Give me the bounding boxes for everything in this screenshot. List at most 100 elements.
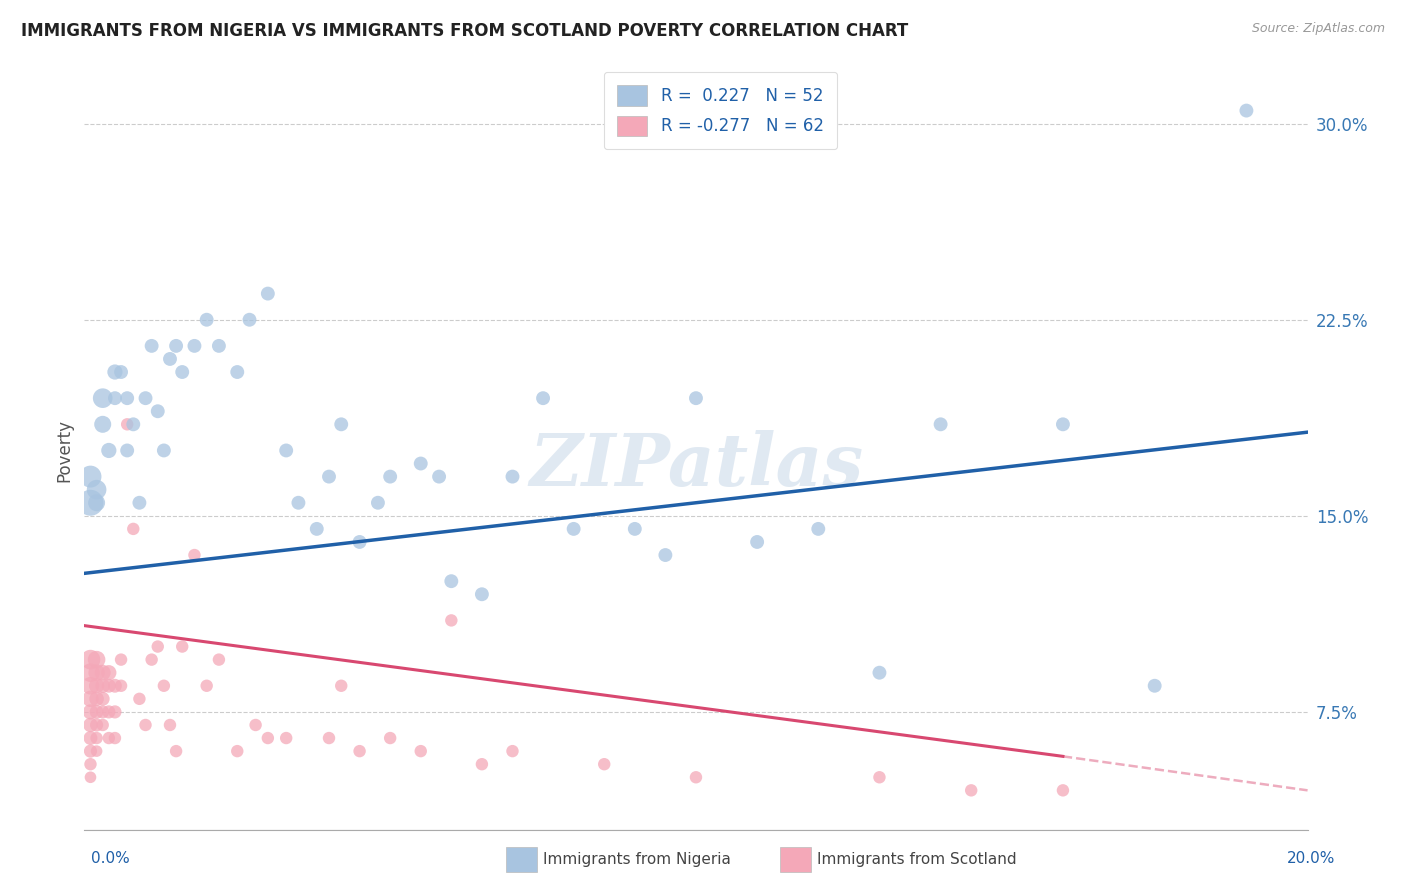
Point	[91, 417, 114, 432]
Point	[159, 351, 181, 366]
Point	[685, 770, 707, 784]
Point	[79, 770, 101, 784]
Point	[153, 443, 176, 458]
Point	[276, 731, 298, 745]
Point	[172, 640, 194, 654]
Point	[79, 679, 101, 693]
Point	[869, 770, 891, 784]
Point	[245, 718, 267, 732]
Point	[104, 679, 127, 693]
Point	[440, 614, 463, 628]
Point	[195, 679, 218, 693]
Point	[471, 757, 494, 772]
Point	[91, 705, 114, 719]
Point	[159, 718, 181, 732]
Point	[257, 286, 280, 301]
Point	[318, 731, 340, 745]
Point	[128, 691, 150, 706]
Point	[257, 731, 280, 745]
Point	[208, 339, 231, 353]
Point	[86, 691, 108, 706]
Point	[97, 665, 120, 680]
Point	[593, 757, 616, 772]
Point	[427, 469, 450, 483]
Text: 0.0%: 0.0%	[91, 851, 131, 865]
Point	[409, 457, 432, 471]
Point	[562, 522, 585, 536]
Point	[226, 365, 249, 379]
Point	[1052, 417, 1074, 432]
Point	[349, 744, 371, 758]
Point	[86, 744, 108, 758]
Point	[747, 535, 769, 549]
Point	[1143, 679, 1166, 693]
Point	[409, 744, 432, 758]
Point	[115, 417, 138, 432]
Point	[135, 391, 157, 405]
Point	[104, 365, 127, 379]
Point	[226, 744, 249, 758]
Point	[208, 652, 231, 666]
Point	[86, 652, 108, 666]
Point	[122, 522, 145, 536]
Point	[86, 483, 108, 497]
Point	[110, 365, 132, 379]
Point	[929, 417, 952, 432]
Point	[531, 391, 554, 405]
Point	[97, 705, 120, 719]
Point	[79, 691, 101, 706]
Point	[146, 640, 169, 654]
Point	[960, 783, 983, 797]
Text: Source: ZipAtlas.com: Source: ZipAtlas.com	[1251, 22, 1385, 36]
Point	[86, 718, 108, 732]
Point	[97, 443, 120, 458]
Point	[91, 391, 114, 405]
Point	[86, 496, 108, 510]
Point	[153, 679, 176, 693]
Point	[195, 312, 218, 326]
Point	[1052, 783, 1074, 797]
Point	[141, 652, 163, 666]
Point	[110, 679, 132, 693]
Point	[305, 522, 328, 536]
Point	[502, 744, 524, 758]
Point	[122, 417, 145, 432]
Point	[330, 417, 353, 432]
Point	[380, 469, 402, 483]
Text: ZIPatlas: ZIPatlas	[529, 430, 863, 501]
Point	[183, 339, 205, 353]
Point	[91, 691, 114, 706]
Point	[807, 522, 830, 536]
Point	[115, 443, 138, 458]
Point	[115, 391, 138, 405]
Point	[276, 443, 298, 458]
Point	[330, 679, 353, 693]
Point	[141, 339, 163, 353]
Point	[146, 404, 169, 418]
Point	[91, 718, 114, 732]
Point	[165, 744, 187, 758]
Point	[502, 469, 524, 483]
Point	[287, 496, 309, 510]
Point	[79, 652, 101, 666]
Point	[1236, 103, 1258, 118]
Point	[79, 469, 101, 483]
Point	[238, 312, 260, 326]
Point	[97, 731, 120, 745]
Point	[79, 731, 101, 745]
Point	[79, 757, 101, 772]
Point	[318, 469, 340, 483]
Point	[165, 339, 187, 353]
Point	[91, 679, 114, 693]
Point	[367, 496, 389, 510]
Point	[79, 496, 101, 510]
Text: IMMIGRANTS FROM NIGERIA VS IMMIGRANTS FROM SCOTLAND POVERTY CORRELATION CHART: IMMIGRANTS FROM NIGERIA VS IMMIGRANTS FR…	[21, 22, 908, 40]
Point	[685, 391, 707, 405]
Point	[349, 535, 371, 549]
Point	[79, 744, 101, 758]
Point	[183, 548, 205, 562]
Y-axis label: Poverty: Poverty	[55, 419, 73, 482]
Point	[172, 365, 194, 379]
Point	[624, 522, 647, 536]
Point	[79, 718, 101, 732]
